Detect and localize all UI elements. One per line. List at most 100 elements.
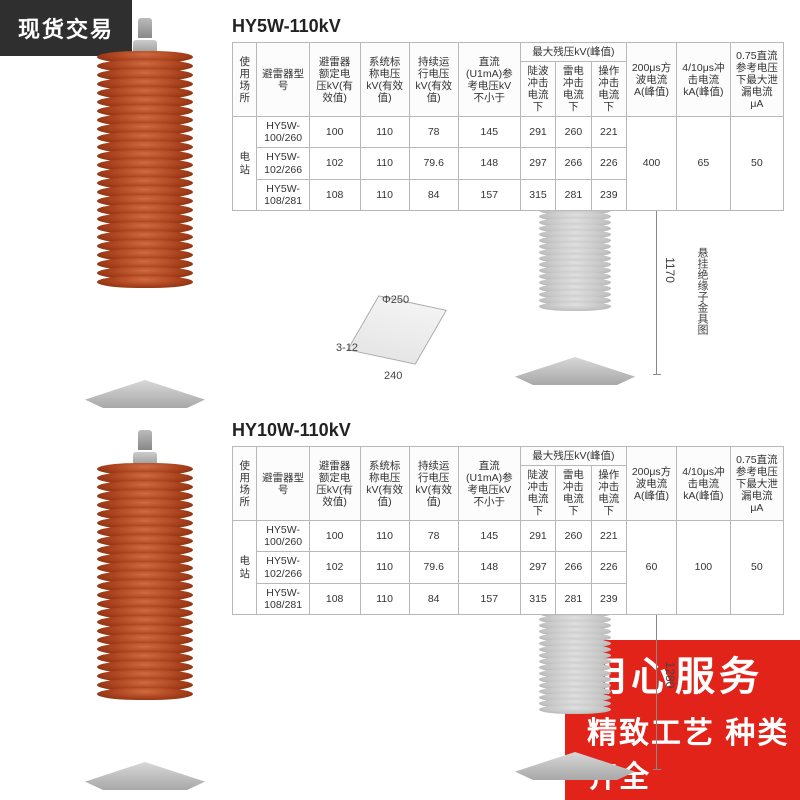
table-header: 雷电冲击电流下 <box>556 466 591 521</box>
table-header: 系统标称电压kV(有效值) <box>360 447 409 521</box>
table-cell: 157 <box>458 179 520 210</box>
table-cell: 315 <box>520 179 555 210</box>
table-cell: HY5W-100/260 <box>257 521 309 552</box>
table-header: 4/10μs冲击电流kA(峰值) <box>677 43 731 117</box>
table-cell: 100 <box>309 521 360 552</box>
table-cell: 281 <box>556 583 591 614</box>
table-cell: 100 <box>677 521 731 614</box>
table-header: 最大残压kV(峰值) <box>520 43 626 62</box>
arrester-shed <box>97 276 193 288</box>
table-header: 最大残压kV(峰值) <box>520 447 626 466</box>
table-cell: 148 <box>458 148 520 179</box>
table-header: 直流(U1mA)参考电压kV不小于 <box>458 447 520 521</box>
table-cell: 50 <box>730 117 783 210</box>
table-header: 陡波冲击电流下 <box>520 62 555 117</box>
dimension-height-value: 1280 <box>663 662 677 689</box>
footprint-bolt-circle: Φ250 <box>382 294 409 306</box>
table-cell: 281 <box>556 179 591 210</box>
table-cell: 79.6 <box>409 148 458 179</box>
table-cell: 260 <box>556 521 591 552</box>
table-cell: 110 <box>360 521 409 552</box>
arrester-shed-stack <box>539 606 611 748</box>
table-cell: 102 <box>309 148 360 179</box>
table-cell: HY5W-100/260 <box>257 117 309 148</box>
table-cell: 110 <box>360 552 409 583</box>
table-header: 雷电冲击电流下 <box>556 62 591 117</box>
table-cell: 400 <box>627 117 677 210</box>
arrester-shed-stack <box>539 191 611 353</box>
section-title-1: HY5W-110kV <box>232 16 341 37</box>
table-header: 0.75直流参考电压下最大泄漏电流μA <box>730 43 783 117</box>
datasheet-page: 现货交易 用心服务 精致工艺 种类齐全 HY5W-110kV 1170 悬挂绝缘… <box>0 0 800 800</box>
table-cell: 110 <box>360 583 409 614</box>
table-header: 直流(U1mA)参考电压kV不小于 <box>458 43 520 117</box>
table-cell: 239 <box>591 583 626 614</box>
table-cell: HY5W-102/266 <box>257 552 309 583</box>
section-title-2: HY10W-110kV <box>232 420 351 441</box>
arrester-base <box>85 762 205 790</box>
table-cell: 110 <box>360 117 409 148</box>
table-cell: 84 <box>409 179 458 210</box>
table-header: 4/10μs冲击电流kA(峰值) <box>677 447 731 521</box>
table-row: 电站HY5W-100/26010011078145291260221601005… <box>233 521 784 552</box>
footprint-width: 240 <box>384 370 402 382</box>
table-cell: 108 <box>309 179 360 210</box>
table-cell: 84 <box>409 583 458 614</box>
table-cell: 电站 <box>233 521 257 614</box>
table-cell: 291 <box>520 117 555 148</box>
table-cell: 260 <box>556 117 591 148</box>
table-header: 使用场所 <box>233 43 257 117</box>
table-header: 持续运行电压kV(有效值) <box>409 447 458 521</box>
table-header: 系统标称电压kV(有效值) <box>360 43 409 117</box>
table-cell: 78 <box>409 117 458 148</box>
footprint-diagram: Φ250 3-12 240 <box>362 300 482 390</box>
table-cell: 78 <box>409 521 458 552</box>
table-header: 200μs方波电流A(峰值) <box>627 43 677 117</box>
table-header: 0.75直流参考电压下最大泄漏电流μA <box>730 447 783 521</box>
table-cell: 297 <box>520 148 555 179</box>
arrester-shed-stack <box>97 54 193 376</box>
table-header: 陡波冲击电流下 <box>520 466 555 521</box>
table-header: 持续运行电压kV(有效值) <box>409 43 458 117</box>
spec-table-1: 使用场所避雷器型号避雷器额定电压kV(有效值)系统标称电压kV(有效值)持续运行… <box>232 42 784 211</box>
table-cell: 157 <box>458 583 520 614</box>
arrester-photo-1 <box>70 18 220 408</box>
footprint-hole: 3-12 <box>336 342 358 354</box>
table-cell: 60 <box>627 521 677 614</box>
arrester-base <box>515 752 635 780</box>
table-cell: HY5W-108/281 <box>257 583 309 614</box>
table-header: 避雷器型号 <box>257 43 309 117</box>
table-cell: HY5W-102/266 <box>257 148 309 179</box>
table-row: 电站HY5W-100/26010011078145291260221400655… <box>233 117 784 148</box>
dimension-note: 悬挂绝缘子金具图 <box>694 247 710 335</box>
table-cell: 266 <box>556 148 591 179</box>
table-header: 操作冲击电流下 <box>591 466 626 521</box>
table-cell: 108 <box>309 583 360 614</box>
table-header: 200μs方波电流A(峰值) <box>627 447 677 521</box>
table-header: 避雷器额定电压kV(有效值) <box>309 447 360 521</box>
table-cell: 221 <box>591 117 626 148</box>
table-cell: 110 <box>360 179 409 210</box>
table-cell: HY5W-108/281 <box>257 179 309 210</box>
table-cell: 102 <box>309 552 360 583</box>
arrester-base <box>85 380 205 408</box>
table-cell: 226 <box>591 148 626 179</box>
dimension-height-value: 1170 <box>663 257 677 283</box>
table-header: 使用场所 <box>233 447 257 521</box>
table-cell: 65 <box>677 117 731 210</box>
arrester-shed <box>97 688 193 700</box>
table-cell: 221 <box>591 521 626 552</box>
table-cell: 50 <box>730 521 783 614</box>
table-cell: 297 <box>520 552 555 583</box>
table-header: 操作冲击电流下 <box>591 62 626 117</box>
table-cell: 148 <box>458 552 520 583</box>
table-cell: 145 <box>458 521 520 552</box>
table-header: 避雷器型号 <box>257 447 309 521</box>
table-header: 避雷器额定电压kV(有效值) <box>309 43 360 117</box>
table-cell: 239 <box>591 179 626 210</box>
arrester-shed <box>539 302 611 311</box>
arrester-shed-stack <box>97 466 193 758</box>
table-cell: 266 <box>556 552 591 583</box>
arrester-cap <box>138 430 152 450</box>
arrester-cap <box>138 18 152 38</box>
